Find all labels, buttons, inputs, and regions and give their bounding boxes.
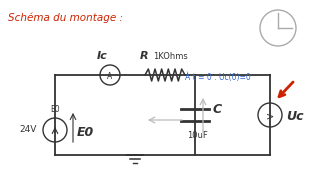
Text: E0: E0 bbox=[77, 125, 94, 138]
Text: Ic: Ic bbox=[97, 51, 108, 61]
Text: À t = 0 : Uc(0)=0: À t = 0 : Uc(0)=0 bbox=[185, 72, 251, 82]
Text: A: A bbox=[108, 71, 113, 80]
Text: >: > bbox=[266, 111, 274, 121]
Text: 1KOhms: 1KOhms bbox=[153, 52, 188, 61]
Text: R: R bbox=[140, 51, 148, 61]
Text: Schéma du montage :: Schéma du montage : bbox=[8, 12, 123, 22]
Text: C: C bbox=[213, 102, 222, 116]
Text: E0: E0 bbox=[50, 105, 60, 114]
Text: 10uF: 10uF bbox=[187, 131, 207, 140]
Text: 24V: 24V bbox=[20, 125, 37, 134]
Text: Uc: Uc bbox=[286, 109, 303, 123]
